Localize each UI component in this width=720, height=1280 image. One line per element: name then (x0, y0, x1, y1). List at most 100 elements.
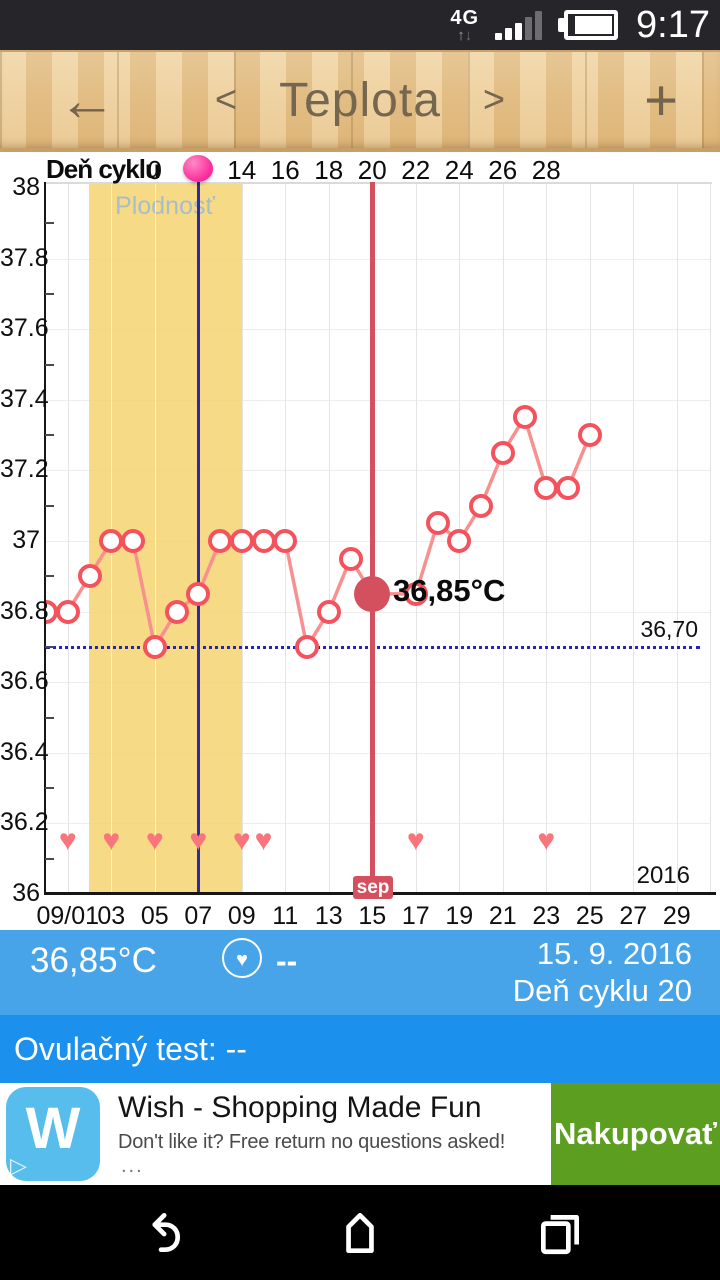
y-minor-tick (45, 222, 54, 225)
nav-recents-button[interactable] (532, 1205, 588, 1261)
intercourse-heart-icon: ♥ (102, 824, 121, 858)
data-point-marker[interactable] (208, 529, 232, 553)
cycle-day-tick-label: 14 (227, 155, 257, 185)
x-axis-date-label: 11 (272, 902, 299, 930)
next-chevron-icon[interactable]: > (482, 78, 506, 121)
nav-back-button[interactable] (132, 1205, 188, 1261)
add-entry-button[interactable]: + (644, 67, 678, 133)
cycle-day-tick-label: 16 (270, 155, 300, 185)
data-point-marker[interactable] (186, 581, 211, 606)
v-gridline (502, 184, 504, 893)
x-axis-date-label: 07 (184, 902, 213, 930)
coverline-value-label: 36,70 (640, 616, 698, 642)
h-gridline (46, 399, 710, 401)
v-gridline (676, 184, 678, 893)
data-point-marker[interactable] (295, 634, 319, 659)
network-indicator: 4G ↑↓ (450, 8, 479, 43)
temperature-chart[interactable]: Plodnosť 36,70 Deň cyklu 36,85°C sep 201… (0, 152, 720, 930)
nav-home-button[interactable] (332, 1205, 388, 1261)
selected-temperature: 36,85°C (30, 941, 157, 980)
data-point-marker[interactable] (447, 529, 472, 553)
intercourse-heart-icon: ♥ (254, 824, 273, 858)
x-axis-date-label: 21 (488, 902, 517, 930)
data-point-marker[interactable] (55, 599, 80, 624)
data-point-marker[interactable] (403, 581, 428, 606)
home-icon (346, 1212, 374, 1253)
data-point-marker[interactable] (251, 529, 276, 553)
back-arrow-icon[interactable]: ← (58, 67, 116, 133)
y-axis-label: 36.8 (0, 596, 49, 625)
month-badge: sep (353, 876, 393, 899)
cycle-day-tick-label: 28 (531, 155, 561, 185)
cycle-day-tick-label: 0 (147, 155, 162, 185)
h-gridline (46, 258, 710, 260)
intercourse-heart-icon: ♥ (537, 824, 556, 858)
y-axis-label: 36.2 (0, 808, 49, 837)
y-axis-label: 37 (12, 526, 40, 554)
data-point-marker[interactable] (121, 529, 145, 553)
prev-chevron-icon[interactable]: < (214, 78, 238, 121)
data-point-marker[interactable] (229, 529, 254, 553)
h-gridline (46, 823, 710, 825)
y-axis-label: 36.6 (0, 667, 49, 696)
ad-cta-button[interactable]: Nakupovať (551, 1083, 720, 1185)
ovulation-test-bar[interactable]: Ovulačný test: -- (0, 1015, 720, 1083)
h-gridline (46, 470, 710, 472)
data-point-marker[interactable] (490, 440, 515, 465)
x-axis-date-label: 09 (227, 902, 256, 930)
h-gridline (46, 682, 710, 684)
cycle-day-tick-label: 24 (444, 155, 474, 185)
y-minor-tick (45, 575, 54, 578)
h-gridline (46, 611, 710, 613)
y-axis-label: 37.6 (0, 314, 49, 343)
v-gridline (67, 184, 69, 893)
wish-logo[interactable]: W ▷ (6, 1087, 100, 1181)
y-minor-tick (45, 645, 54, 648)
y-axis-label: 37.4 (0, 384, 49, 413)
data-point-marker[interactable] (164, 599, 189, 624)
plot-right-border (710, 182, 711, 893)
x-axis-date-label: 17 (401, 902, 430, 930)
page-title: Teplota (279, 73, 441, 127)
ad-title: Wish - Shopping Made Fun (118, 1091, 482, 1124)
data-point-marker[interactable] (469, 493, 493, 518)
network-type-label: 4G (450, 6, 480, 29)
cycle-day-axis-label: Deň cyklu (46, 154, 161, 184)
v-gridline-on-band (154, 184, 156, 893)
data-point-marker[interactable] (512, 405, 537, 430)
ovulation-test-text: Ovulačný test: -- (14, 1030, 247, 1067)
y-axis-label: 36 (12, 879, 40, 907)
data-point-marker[interactable] (425, 511, 450, 536)
android-nav-bar (0, 1185, 720, 1280)
data-point-marker[interactable] (142, 634, 167, 659)
intercourse-value: -- (276, 943, 298, 979)
h-gridline (46, 752, 710, 754)
adchoices-icon[interactable]: ▷ (10, 1153, 27, 1178)
cycle-day-tick-label: 20 (357, 155, 387, 185)
ovulation-day-line (197, 182, 200, 893)
data-activity-icon: ↑↓ (457, 26, 473, 44)
x-axis-date-label: 29 (662, 902, 691, 930)
selected-date: 15. 9. 2016 (536, 936, 692, 971)
x-axis-date-label: 13 (314, 902, 343, 930)
x-axis-date-label: 25 (575, 902, 604, 930)
day-summary-bar[interactable]: 36,85°C ♥ -- 15. 9. 2016 Deň cyklu 20 (0, 930, 720, 1015)
data-point-marker[interactable] (556, 476, 580, 501)
selected-data-point[interactable] (354, 575, 391, 612)
ovulation-marker-icon (183, 155, 213, 182)
data-point-marker[interactable] (338, 546, 363, 571)
x-axis-date-label: 19 (445, 902, 474, 930)
x-axis-date-label: 09/01 (36, 902, 100, 930)
plot-area: Plodnosť 36,70 Deň cyklu 36,85°C sep 201… (0, 152, 720, 930)
data-point-marker[interactable] (316, 599, 341, 624)
data-point-marker[interactable] (577, 423, 602, 448)
x-axis-date-label: 03 (97, 902, 126, 930)
y-minor-tick (45, 504, 54, 507)
ad-description: Don't like it? Free return no questions … (118, 1131, 506, 1153)
data-point-marker[interactable] (77, 564, 102, 589)
y-minor-tick (45, 292, 54, 295)
ad-banner[interactable]: W ▷ Wish - Shopping Made Fun Don't like … (0, 1083, 720, 1185)
data-point-marker[interactable] (273, 529, 298, 553)
y-axis-label: 38 (12, 173, 40, 201)
h-gridline (46, 329, 710, 331)
